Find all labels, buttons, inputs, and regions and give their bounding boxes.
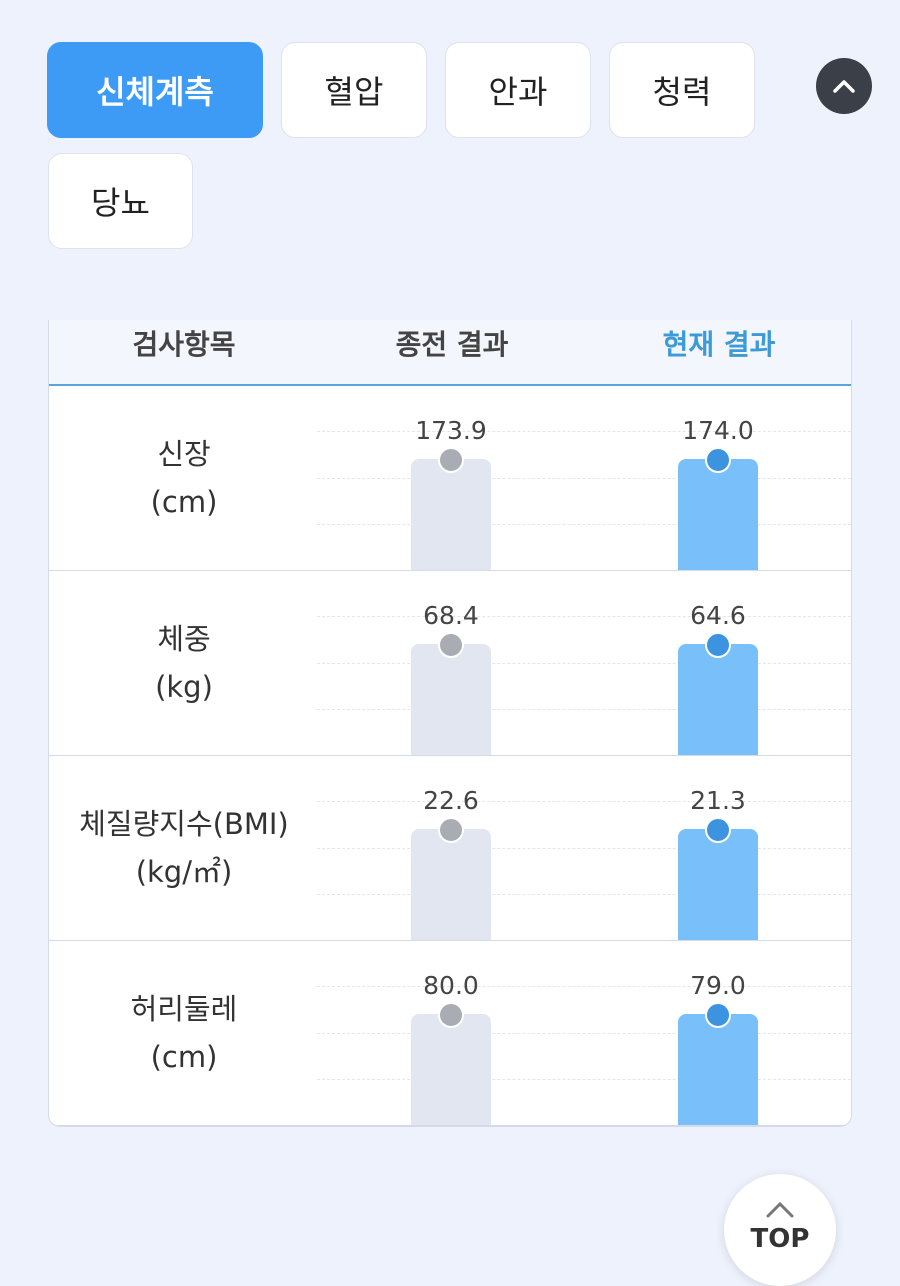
item-name: 체중	[157, 622, 211, 656]
item-label: 신장 (cm)	[49, 430, 319, 526]
chevron-up	[833, 80, 855, 93]
tab[interactable]: 신체계측	[47, 42, 263, 138]
grid-line	[317, 524, 851, 525]
point	[438, 1002, 464, 1028]
item-label: 체질량지수(BMI) (kg/㎡)	[49, 800, 319, 896]
tab[interactable]: 당뇨	[48, 153, 193, 249]
collapse-button[interactable]	[816, 58, 872, 114]
point	[705, 817, 731, 843]
value-label: 22.6	[423, 786, 479, 815]
table-row: 체질량지수(BMI) (kg/㎡) 22.6 21.3	[49, 756, 851, 941]
bar	[678, 644, 758, 755]
table-row: 허리둘레 (cm) 80.0 79.0	[49, 941, 851, 1126]
value-label: 174.0	[682, 416, 754, 445]
tab[interactable]: 청력	[609, 42, 755, 138]
grid-line	[317, 478, 851, 479]
grid-line	[317, 431, 851, 432]
item-label: 체중 (kg)	[49, 615, 319, 711]
bar	[678, 1014, 758, 1125]
bar	[411, 459, 491, 570]
item-name: 허리둘레	[130, 992, 238, 1026]
item-name: 체질량지수(BMI)	[79, 807, 289, 841]
header-cell: 검사항목	[132, 328, 236, 361]
grid-line	[317, 801, 851, 802]
value-label: 79.0	[690, 971, 746, 1000]
point	[705, 1002, 731, 1028]
table-row: 체중 (kg) 68.4 64.6	[49, 571, 851, 756]
grid-line	[317, 663, 851, 664]
item-name: 신장	[157, 437, 211, 471]
bar	[678, 459, 758, 570]
point	[438, 817, 464, 843]
tab[interactable]: 안과	[445, 42, 591, 138]
grid-line	[317, 986, 851, 987]
bar	[411, 1014, 491, 1125]
grid-line	[317, 894, 851, 895]
grid-line	[317, 1033, 851, 1034]
table-row: 신장 (cm) 173.9 174.0	[49, 386, 851, 571]
value-label: 173.9	[415, 416, 487, 445]
grid-line	[317, 616, 851, 617]
item-label: 허리둘레 (cm)	[49, 985, 319, 1081]
grid-line	[317, 709, 851, 710]
bar	[678, 829, 758, 940]
bar	[411, 829, 491, 940]
top-button[interactable]: TOP	[724, 1174, 836, 1286]
value-label: 21.3	[690, 786, 746, 815]
value-label: 64.6	[690, 601, 746, 630]
header-cell: 종전 결과	[395, 328, 509, 361]
value-label: 80.0	[423, 971, 479, 1000]
result-table: 검사항목 종전 결과 현재 결과 신장 (cm) 173.9 174.0 체중 (kg) 6…	[48, 320, 852, 1127]
point	[705, 632, 731, 658]
item-unit: (kg/㎡)	[135, 855, 233, 889]
table-header: 검사항목 종전 결과 현재 결과	[49, 320, 851, 386]
chevron-up	[766, 1201, 794, 1218]
grid-line	[317, 1079, 851, 1080]
item-unit: (cm)	[150, 485, 218, 519]
grid-line	[317, 848, 851, 849]
value-label: 68.4	[423, 601, 479, 630]
header-cell: 현재 결과	[662, 328, 776, 361]
tab[interactable]: 혈압	[281, 42, 427, 138]
point	[438, 632, 464, 658]
point	[705, 447, 731, 473]
top-label: TOP	[750, 1224, 810, 1254]
item-unit: (kg)	[155, 670, 213, 704]
bar	[411, 644, 491, 755]
point	[438, 447, 464, 473]
item-unit: (cm)	[150, 1040, 218, 1074]
